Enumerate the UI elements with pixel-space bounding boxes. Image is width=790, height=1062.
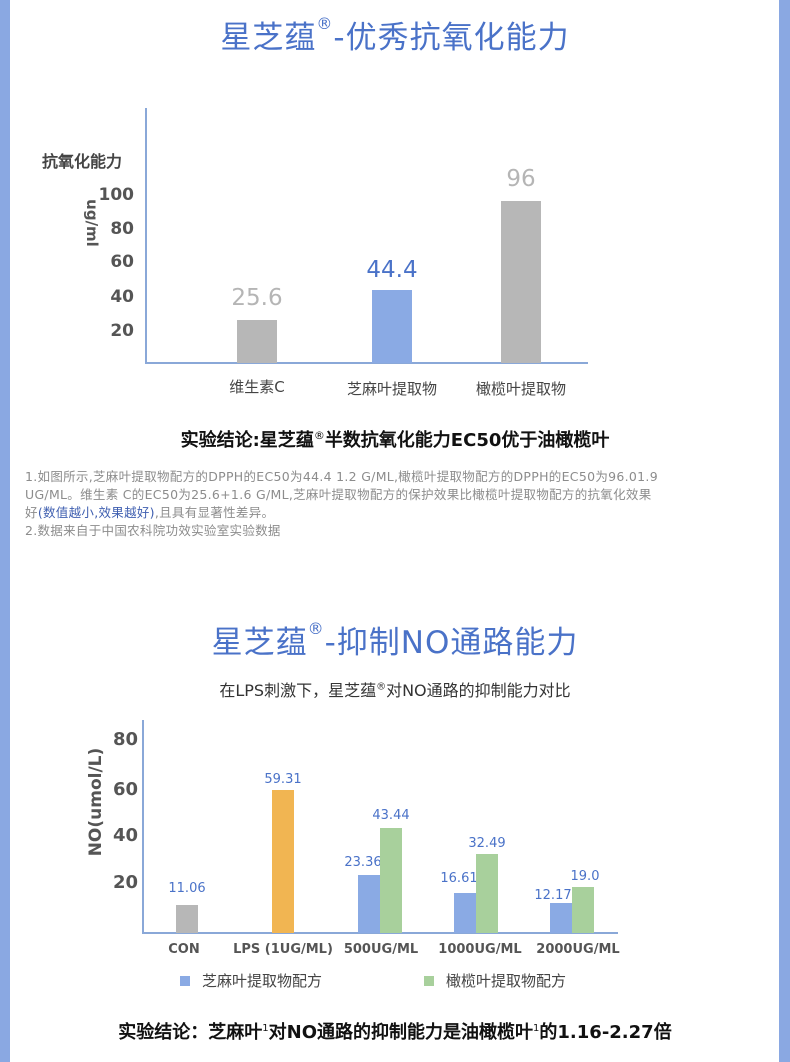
x-label: 2000UG/ML — [536, 942, 620, 957]
bar-sesame-2000 — [550, 903, 572, 933]
left-border — [0, 0, 10, 1062]
note-highlight: (数值越小,效果越好) — [37, 505, 155, 520]
legend-item-olive: 橄榄叶提取物配方 — [424, 970, 566, 991]
x-label: 橄榄叶提取物 — [475, 380, 566, 398]
registered-mark: ® — [316, 14, 334, 33]
subtitle-text: 在LPS刺激下，星芝蕴 — [219, 681, 377, 700]
footnote-mark: 1 — [262, 1023, 269, 1034]
bar-sesame-extract — [372, 290, 412, 363]
conclusion-text: 实验结论:星芝蕴 — [180, 430, 314, 451]
conclusion-text: 半数抗氧化能力EC50优于油橄榄叶 — [324, 430, 610, 451]
y-axis-title: 抗氧化能力 — [42, 152, 123, 171]
section2-conclusion: 实验结论：芝麻叶1对NO通路的抑制能力是油橄榄叶1的1.16-2.27倍 — [0, 1018, 790, 1044]
y-tick: 100 — [98, 185, 135, 205]
y-axis — [145, 108, 147, 364]
x-axis — [142, 932, 618, 934]
y-tick: 20 — [112, 872, 138, 893]
note-line: 好(数值越小,效果越好),且具有显著性差异。 — [25, 504, 765, 522]
y-axis — [142, 720, 144, 934]
section1-title: 星芝蕴®-优秀抗氧化能力 — [0, 12, 790, 57]
bar-vitamin-c — [237, 320, 277, 363]
value-label: 59.31 — [264, 772, 302, 787]
value-label: 19.0 — [570, 869, 600, 884]
section1-conclusion: 实验结论:星芝蕴®半数抗氧化能力EC50优于油橄榄叶 — [0, 426, 790, 452]
value-label: 11.06 — [168, 881, 206, 896]
section1-notes: 1.如图所示,芝麻叶提取物配方的DPPH的EC50为44.4 1.2 G/ML,… — [25, 468, 765, 540]
value-label: 32.49 — [468, 836, 506, 851]
bar-olive-500 — [380, 828, 402, 933]
title-rest: -抑制NO通路能力 — [324, 625, 579, 661]
value-label: 44.4 — [366, 257, 418, 283]
y-tick: 60 — [112, 779, 138, 800]
brand-name: 星芝蕴 — [220, 20, 317, 56]
bar-olive-2000 — [572, 887, 594, 933]
note-line: UG/ML。维生素 C的EC50为25.6+1.6 G/ML,芝麻叶提取物配方的… — [25, 487, 652, 502]
y-tick: 80 — [110, 219, 134, 239]
bar-olive-1000 — [476, 854, 498, 933]
conclusion-text: 的1.16-2.27倍 — [539, 1022, 672, 1043]
brand-name: 星芝蕴 — [211, 625, 308, 661]
x-axis — [145, 362, 588, 364]
subtitle-text: 对NO通路的抑制能力对比 — [386, 681, 571, 700]
note-line: 2.数据来自于中国农科院功效实验室实验数据 — [25, 523, 281, 538]
x-label: 维生素C — [229, 378, 285, 396]
x-label: LPS (1UG/ML) — [233, 942, 333, 957]
y-tick: 20 — [110, 321, 134, 341]
legend-swatch-icon — [424, 975, 434, 986]
y-tick: 40 — [112, 825, 138, 846]
conclusion-text: 对NO通路的抑制能力是油橄榄叶 — [268, 1022, 534, 1043]
x-label: 芝麻叶提取物 — [346, 380, 437, 398]
value-label: 12.17 — [534, 888, 572, 903]
note-text: 好 — [25, 505, 38, 520]
bar-con — [176, 905, 198, 933]
bar-sesame-500 — [358, 875, 380, 933]
y-tick: 60 — [110, 252, 134, 272]
conclusion-text: 实验结论：芝麻叶 — [118, 1022, 263, 1043]
value-label: 23.36 — [344, 855, 382, 870]
section2-title: 星芝蕴®-抑制NO通路能力 — [0, 617, 790, 662]
title-rest: -优秀抗氧化能力 — [333, 20, 570, 56]
registered-mark: ® — [307, 619, 325, 638]
legend-label: 芝麻叶提取物配方 — [202, 972, 323, 990]
legend-swatch-icon — [180, 975, 190, 986]
value-label: 96 — [506, 166, 536, 192]
footnote-mark: 1 — [533, 1023, 540, 1034]
x-label: 1000UG/ML — [438, 942, 522, 957]
legend-label: 橄榄叶提取物配方 — [446, 972, 567, 990]
y-tick: 80 — [112, 729, 138, 750]
value-label: 16.61 — [440, 871, 478, 886]
note-line: 1.如图所示,芝麻叶提取物配方的DPPH的EC50为44.4 1.2 G/ML,… — [25, 469, 658, 484]
x-label: CON — [168, 942, 200, 957]
section2-subtitle: 在LPS刺激下，星芝蕴®对NO通路的抑制能力对比 — [0, 677, 790, 701]
right-border — [779, 0, 790, 1062]
legend-item-sesame: 芝麻叶提取物配方 — [180, 970, 322, 991]
bar-sesame-1000 — [454, 893, 476, 933]
value-label: 43.44 — [372, 808, 410, 823]
y-tick: 40 — [110, 287, 134, 307]
bar-lps — [272, 790, 294, 933]
value-label: 25.6 — [231, 285, 283, 311]
registered-mark: ® — [376, 681, 387, 693]
x-label: 500UG/ML — [343, 942, 419, 957]
note-text: ,且具有显著性差异。 — [154, 505, 275, 520]
registered-mark: ® — [313, 429, 325, 442]
bar-olive-extract — [501, 201, 541, 363]
